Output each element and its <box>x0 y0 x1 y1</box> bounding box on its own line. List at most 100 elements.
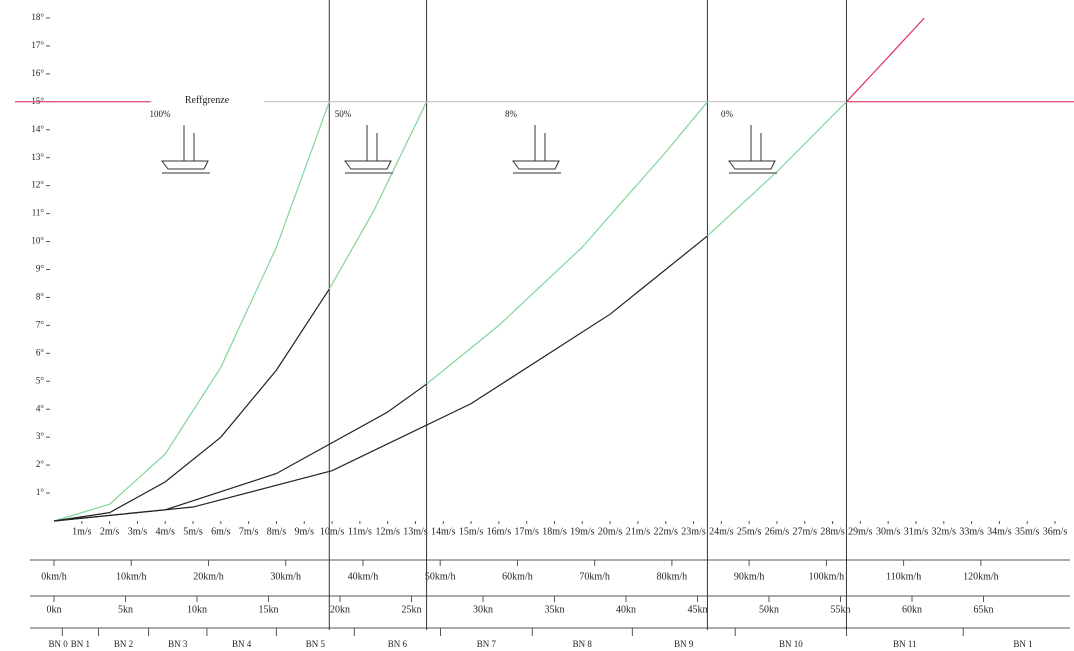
beaufort-label: BN 6 <box>388 639 408 649</box>
x-tick-label: 60km/h <box>502 571 533 582</box>
x-tick-label: 30kn <box>473 604 493 615</box>
x-tick-label: 13m/s <box>403 526 428 537</box>
x-tick-label: 55kn <box>831 604 851 615</box>
x-tick-label: 80km/h <box>657 571 688 582</box>
annotation: 8% <box>505 109 518 119</box>
x-tick-label: 65kn <box>974 604 994 615</box>
x-tick-label: 9m/s <box>295 526 315 537</box>
beaufort-label: BN 7 <box>477 639 497 649</box>
x-tick-label: 20m/s <box>598 526 623 537</box>
x-tick-label: 8m/s <box>267 526 287 537</box>
x-tick-label: 25m/s <box>737 526 762 537</box>
curve <box>53 235 708 522</box>
beaufort-label: BN 9 <box>674 639 694 649</box>
boat-icon <box>728 124 778 174</box>
x-tick-label: 31m/s <box>904 526 929 537</box>
beaufort-label: BN 1 <box>71 639 90 649</box>
x-tick-label: 60kn <box>902 604 922 615</box>
beaufort-label: BN 3 <box>168 639 188 649</box>
beaufort-label: BN 8 <box>573 639 593 649</box>
x-tick-label: 10km/h <box>116 571 147 582</box>
annotation: 0% <box>721 109 734 119</box>
beaufort-label: BN 11 <box>893 639 916 649</box>
x-tick-label: 0km/h <box>41 571 67 582</box>
y-tick-label: 18° <box>31 12 44 22</box>
x-tick-label: 28m/s <box>820 526 845 537</box>
x-tick-label: 3m/s <box>128 526 148 537</box>
y-tick-label: 5° <box>36 375 45 385</box>
y-tick-label: 3° <box>36 431 45 441</box>
y-tick-label: 7° <box>36 319 45 329</box>
x-tick-label: 10kn <box>187 604 207 615</box>
reef-label: Reffgrenze <box>185 95 230 106</box>
x-tick-label: 25kn <box>402 604 422 615</box>
curve <box>707 101 847 237</box>
label-bg <box>152 93 264 110</box>
boat-icon <box>344 124 394 174</box>
x-tick-label: 4m/s <box>155 526 175 537</box>
x-tick-label: 19m/s <box>570 526 595 537</box>
beaufort-label: BN 1 <box>1013 639 1032 649</box>
y-tick-label: 10° <box>31 236 44 246</box>
x-tick-label: 30km/h <box>270 571 301 582</box>
x-tick-label: 35m/s <box>1015 526 1040 537</box>
x-tick-label: 30m/s <box>876 526 901 537</box>
y-tick-label: 9° <box>36 264 45 274</box>
beaufort-label: BN 4 <box>232 639 252 649</box>
x-tick-label: 11m/s <box>348 526 372 537</box>
beaufort-label: BN 2 <box>114 639 133 649</box>
x-tick-label: 21m/s <box>626 526 651 537</box>
x-tick-label: 100km/h <box>809 571 845 582</box>
x-tick-label: 7m/s <box>239 526 259 537</box>
y-tick-label: 2° <box>36 459 45 469</box>
y-tick-label: 17° <box>31 40 44 50</box>
curve <box>53 288 330 522</box>
y-tick-label: 6° <box>36 347 45 357</box>
x-tick-label: 27m/s <box>793 526 818 537</box>
x-tick-label: 6m/s <box>211 526 231 537</box>
x-tick-label: 26m/s <box>765 526 790 537</box>
x-tick-label: 5m/s <box>183 526 203 537</box>
x-tick-label: 120km/h <box>963 571 999 582</box>
x-tick-label: 34m/s <box>987 526 1012 537</box>
y-tick-label: 8° <box>36 291 45 301</box>
x-tick-label: 12m/s <box>375 526 400 537</box>
boat-icon <box>161 124 211 174</box>
x-tick-label: 50kn <box>759 604 779 615</box>
y-tick-label: 16° <box>31 68 44 78</box>
x-tick-label: 5kn <box>118 604 133 615</box>
x-tick-label: 29m/s <box>848 526 873 537</box>
x-tick-label: 20km/h <box>193 571 224 582</box>
x-tick-label: 15m/s <box>459 526 484 537</box>
x-tick-label: 2m/s <box>100 526 120 537</box>
x-tick-label: 20kn <box>330 604 350 615</box>
y-tick-label: 11° <box>32 208 45 218</box>
x-tick-label: 1m/s <box>72 526 92 537</box>
x-tick-label: 15kn <box>259 604 279 615</box>
x-tick-label: 22m/s <box>653 526 678 537</box>
x-tick-label: 14m/s <box>431 526 456 537</box>
annotation: 100% <box>150 109 172 119</box>
curve <box>426 101 708 385</box>
x-tick-label: 33m/s <box>959 526 984 537</box>
annotation: 50% <box>335 109 352 119</box>
y-tick-label: 4° <box>36 403 45 413</box>
x-tick-label: 40km/h <box>348 571 379 582</box>
x-tick-label: 24m/s <box>709 526 734 537</box>
x-tick-label: 0kn <box>47 604 62 615</box>
x-tick-label: 40kn <box>616 604 636 615</box>
y-tick-label: 15° <box>31 96 44 106</box>
curve <box>846 17 925 103</box>
curve <box>328 101 428 290</box>
boat-icon <box>512 124 562 174</box>
x-tick-label: 23m/s <box>681 526 706 537</box>
x-tick-label: 17m/s <box>514 526 539 537</box>
beaufort-label: BN 10 <box>779 639 803 649</box>
x-tick-label: 110km/h <box>886 571 921 582</box>
x-tick-label: 18m/s <box>542 526 567 537</box>
y-tick-label: 1° <box>36 487 45 497</box>
y-tick-label: 14° <box>31 124 44 134</box>
beaufort-label: BN 5 <box>306 639 326 649</box>
x-tick-label: 50km/h <box>425 571 456 582</box>
